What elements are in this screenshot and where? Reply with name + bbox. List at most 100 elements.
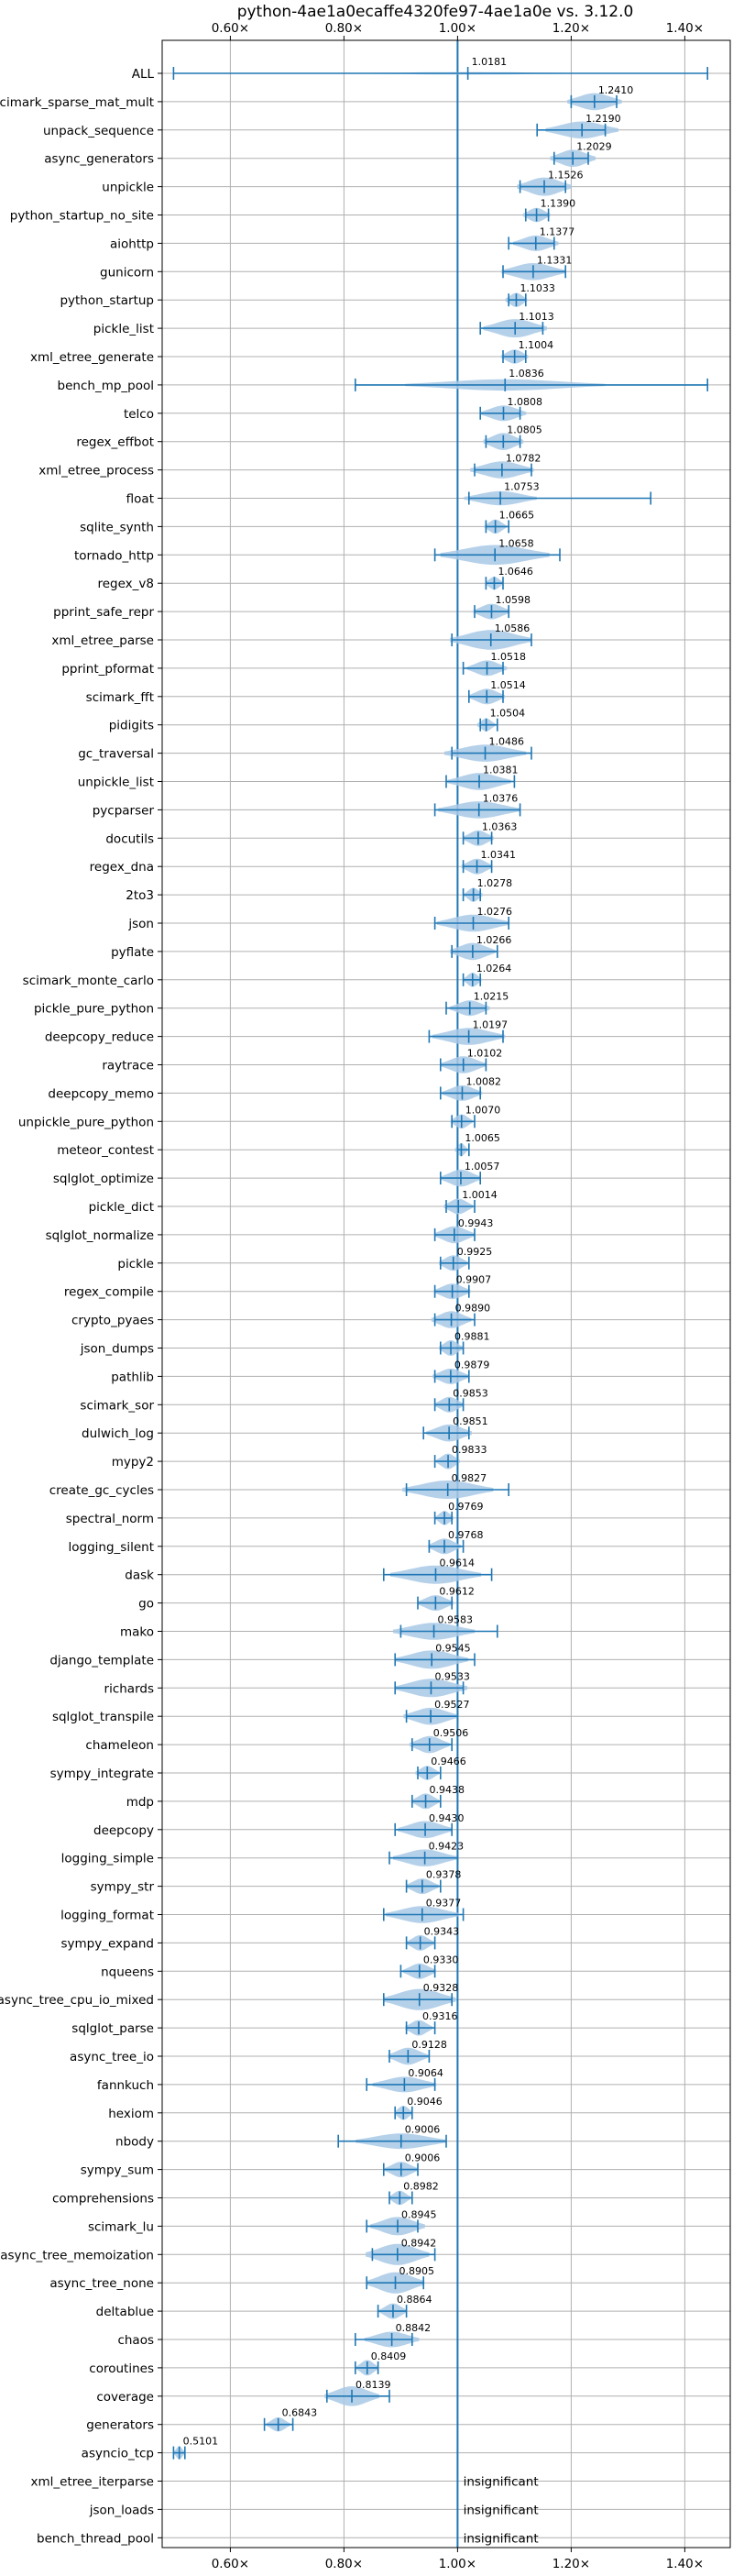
- row-label: pickle_dict: [89, 1200, 154, 1215]
- value-label: 0.8139: [356, 2379, 391, 2391]
- value-label: 0.9583: [438, 1614, 474, 1626]
- x-tick-label-bottom: 1.20×: [552, 2557, 590, 2571]
- value-label: 1.0658: [498, 537, 534, 549]
- row-label: dulwich_log: [82, 1426, 154, 1441]
- x-tick-label-bottom: 0.80×: [325, 2557, 363, 2571]
- row-label: pyflate: [111, 945, 154, 960]
- value-label: 1.0341: [481, 849, 517, 861]
- row-label: regex_compile: [64, 1285, 154, 1300]
- row-label: scimark_fft: [86, 690, 154, 705]
- value-label: 0.9466: [431, 1756, 466, 1767]
- row-label: chaos: [117, 2333, 154, 2348]
- row-label: dask: [125, 1569, 154, 1583]
- value-label: 1.0363: [482, 820, 518, 832]
- labels-layer: 0.60× 0.60× 0.80× 0.80× 1.00× 1.00× 1.20× 1.20×…: [0, 21, 704, 2571]
- value-label: 0.8864: [397, 2294, 432, 2306]
- value-label: 0.9343: [424, 1925, 460, 1937]
- value-label: 1.0014: [462, 1189, 498, 1201]
- row-label: async_tree_cpu_io_mixed: [0, 1993, 154, 2008]
- value-label: 0.8982: [403, 2181, 439, 2193]
- row-label: mdp: [126, 1795, 154, 1810]
- value-label: 0.9527: [434, 1699, 469, 1711]
- row-label: pickle_list: [93, 322, 154, 336]
- insignificant-label: insignificant: [464, 2503, 539, 2517]
- value-label: 0.8942: [401, 2237, 437, 2249]
- row-label: coroutines: [89, 2361, 154, 2376]
- value-label: 1.0376: [483, 792, 519, 804]
- row-label: bench_thread_pool: [37, 2531, 154, 2546]
- value-label: 0.9378: [426, 1869, 462, 1881]
- value-label: 0.9128: [411, 2039, 447, 2051]
- x-tick-label-bottom: 1.00×: [439, 2557, 476, 2571]
- row-label: pprint_safe_repr: [53, 605, 154, 620]
- x-tick-label-top: 0.60×: [212, 21, 249, 36]
- value-label: 1.1390: [541, 198, 576, 210]
- value-label: 0.9768: [448, 1529, 484, 1541]
- row-label: sympy_str: [91, 1880, 155, 1895]
- value-label: 1.0805: [507, 424, 542, 436]
- value-label: 0.9907: [456, 1274, 492, 1286]
- value-label: 1.0782: [506, 453, 542, 465]
- row-label: raytrace: [102, 1059, 154, 1073]
- value-label: 0.9925: [457, 1246, 493, 1258]
- row-label: sqlglot_optimize: [53, 1172, 154, 1186]
- row-label: unpickle_list: [78, 776, 154, 790]
- value-label: 0.9943: [458, 1217, 493, 1229]
- row-label: nbody: [115, 2135, 154, 2150]
- row-label: 2to3: [126, 888, 154, 903]
- row-label: mypy2: [112, 1455, 154, 1470]
- row-label: xml_etree_process: [38, 464, 154, 479]
- value-label: 1.2410: [598, 84, 634, 96]
- row-label: pickle: [117, 1257, 154, 1271]
- value-label: 1.0197: [473, 1019, 509, 1031]
- value-label: 0.9377: [426, 1898, 462, 1910]
- x-tick-label-top: 1.40×: [666, 21, 704, 36]
- row-label: json_dumps: [80, 1342, 154, 1357]
- row-label: unpickle_pure_python: [18, 1115, 154, 1129]
- row-label: telco: [124, 407, 154, 422]
- value-label: 1.0518: [491, 651, 527, 663]
- row-label: comprehensions: [52, 2192, 154, 2207]
- value-label: 0.9881: [454, 1331, 489, 1343]
- row-label: tornado_http: [74, 548, 154, 563]
- value-label: 1.2029: [576, 141, 612, 153]
- value-label: 0.9064: [408, 2067, 443, 2079]
- row-label: json_loads: [89, 2503, 154, 2517]
- value-label: 1.0836: [509, 368, 544, 380]
- row-label: pidigits: [109, 719, 154, 733]
- value-label: 1.1526: [548, 170, 584, 182]
- value-label: 1.0504: [490, 708, 526, 720]
- value-label: 0.8945: [401, 2208, 437, 2220]
- row-label: regex_dna: [90, 860, 154, 875]
- row-label: pycparser: [93, 803, 155, 818]
- value-label: 1.1331: [537, 254, 573, 266]
- value-label: 1.2190: [585, 113, 621, 125]
- chart-title: python-4ae1a0ecaffe4320fe97-4ae1a0e vs. …: [237, 3, 634, 21]
- value-label: 0.9316: [422, 2010, 458, 2022]
- value-label: 0.9506: [433, 1727, 469, 1739]
- value-label: 1.0646: [498, 566, 533, 578]
- value-label: 0.9328: [423, 1982, 459, 1994]
- row-label: xml_etree_iterparse: [31, 2475, 155, 2490]
- row-label: logging_silent: [69, 1540, 154, 1555]
- row-label: sqlglot_normalize: [46, 1228, 154, 1243]
- value-label: 1.0264: [476, 963, 512, 974]
- row-label: async_generators: [44, 152, 154, 167]
- value-label: 1.0276: [477, 906, 513, 918]
- value-label: 1.0266: [476, 934, 512, 946]
- value-label: 0.9430: [429, 1812, 465, 1824]
- row-label: sympy_integrate: [50, 1767, 154, 1781]
- value-label: 1.0065: [465, 1132, 500, 1144]
- row-label: fannkuch: [97, 2078, 154, 2093]
- row-label: logging_simple: [61, 1852, 154, 1866]
- insignificant-label: insignificant: [464, 2475, 539, 2490]
- value-label: 1.0486: [489, 736, 525, 748]
- value-label: 1.0215: [474, 991, 509, 1003]
- value-label: 1.1004: [519, 339, 554, 351]
- value-label: 1.0598: [495, 594, 531, 606]
- row-label: sympy_sum: [81, 2163, 154, 2178]
- marks-layer: [172, 40, 709, 2548]
- x-tick-label-top: 1.00×: [439, 21, 476, 36]
- row-label: regex_effbot: [76, 435, 154, 450]
